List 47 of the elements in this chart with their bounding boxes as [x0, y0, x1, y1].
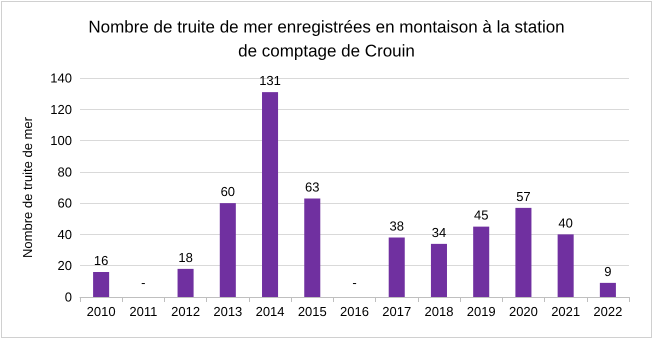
x-tick-label: 2020 [508, 304, 538, 319]
y-tick-label: 60 [58, 196, 72, 211]
y-tick-label: 100 [50, 133, 72, 148]
x-tick-label: 2012 [171, 304, 200, 319]
data-label: 9 [604, 264, 612, 279]
bar [473, 226, 490, 297]
x-tick-label: 2021 [551, 304, 580, 319]
x-tick-label: 2022 [593, 304, 622, 319]
data-label: 18 [178, 250, 193, 265]
bar [262, 92, 278, 297]
chart-title: Nombre de truite de mer enregistrées en montaison à la station de comptage de Crouin [88, 18, 565, 60]
y-tick-label: 80 [58, 164, 72, 180]
data-label: 131 [259, 73, 281, 88]
x-tick-label: 2015 [298, 304, 327, 319]
x-tick-label: 2018 [424, 304, 454, 319]
x-tick-label: 2011 [129, 304, 158, 319]
bar [430, 244, 447, 297]
y-tick-label: 40 [58, 226, 72, 242]
x-tick-label: 2017 [382, 304, 412, 319]
x-tick-label: 2014 [256, 304, 284, 319]
y-tick-label: 120 [50, 102, 72, 117]
data-label: 57 [516, 188, 531, 204]
data-label: 34 [432, 224, 446, 240]
bar [388, 238, 405, 297]
bar [178, 268, 194, 297]
bar [515, 208, 532, 297]
bar [93, 272, 110, 297]
y-tick-label: 140 [50, 70, 72, 86]
text: - [141, 275, 146, 290]
data-label: 45 [474, 208, 488, 223]
y-axis-title: Nombre de truite de mer [20, 116, 35, 258]
data-label: 40 [558, 215, 573, 230]
y-tick-label: 20 [58, 258, 72, 274]
x-tick-label: 2019 [466, 304, 496, 319]
bar [600, 282, 616, 297]
data-label: 16 [94, 252, 108, 268]
bar [558, 234, 574, 297]
y-tick-label: 0 [64, 290, 72, 304]
x-tick-label: 2010 [86, 304, 116, 319]
data-label: 60 [220, 184, 236, 200]
text: - [352, 275, 357, 290]
x-tick-label: 2016 [340, 304, 369, 319]
bar [304, 198, 320, 297]
data-label: 38 [389, 218, 404, 234]
bar [220, 203, 236, 297]
x-tick-label: 2013 [213, 304, 242, 319]
data-label: 63 [305, 179, 320, 194]
